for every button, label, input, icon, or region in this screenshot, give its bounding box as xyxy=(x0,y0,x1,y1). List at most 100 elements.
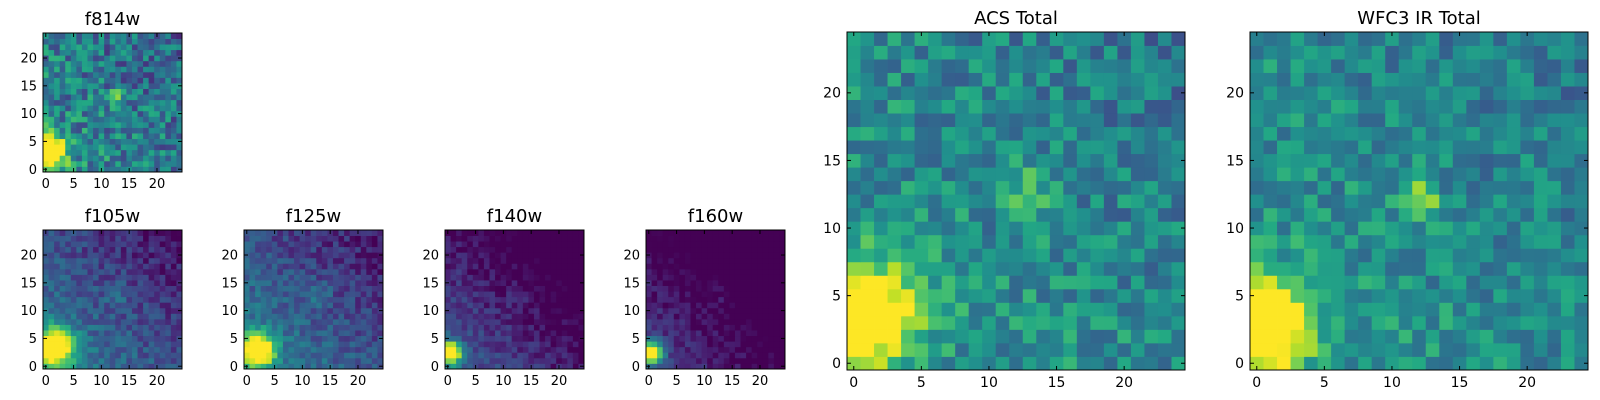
heatmap-cell xyxy=(148,33,155,39)
heatmap-cell xyxy=(901,153,915,168)
heatmap-cell xyxy=(310,352,317,359)
heatmap-cell xyxy=(104,121,111,128)
heatmap-cell xyxy=(344,274,351,281)
heatmap-cell xyxy=(271,352,278,359)
heatmap-cell xyxy=(54,274,61,281)
heatmap-cell xyxy=(87,121,94,128)
heatmap-cell xyxy=(1049,288,1064,303)
heatmap-cell xyxy=(1290,234,1305,249)
heatmap-cell xyxy=(338,357,345,364)
heatmap-cell xyxy=(349,363,356,370)
x-tick-label: 10 xyxy=(93,177,110,192)
heatmap-cell xyxy=(995,59,1010,73)
heatmap-cell xyxy=(762,307,769,314)
heatmap-cell xyxy=(1130,153,1145,168)
heatmap-cell xyxy=(1009,32,1024,46)
heatmap-cell xyxy=(847,356,861,371)
heatmap-cell xyxy=(371,291,378,298)
heatmap-cell xyxy=(1331,302,1346,317)
heatmap-cell xyxy=(1250,248,1264,263)
heatmap-cell xyxy=(332,235,339,242)
heatmap-cell xyxy=(137,285,144,292)
heatmap-cell xyxy=(1574,207,1589,222)
heatmap-cell xyxy=(506,346,513,353)
heatmap-cell xyxy=(561,241,568,248)
heatmap-cell xyxy=(266,235,273,242)
heatmap-cell xyxy=(271,285,278,292)
heatmap-cell xyxy=(1385,126,1400,141)
heatmap-cell xyxy=(450,341,457,348)
heatmap-cell xyxy=(751,230,758,236)
heatmap-cell xyxy=(1250,207,1264,222)
heatmap-cell xyxy=(143,324,150,331)
heatmap-cell xyxy=(70,274,77,281)
heatmap-cell xyxy=(874,275,888,290)
heatmap-cell xyxy=(54,44,61,51)
heatmap-cell xyxy=(1479,234,1494,249)
heatmap-cell xyxy=(847,221,861,236)
heatmap-cell xyxy=(1493,248,1508,263)
heatmap-cell xyxy=(159,60,166,67)
heatmap-cell xyxy=(1157,59,1172,73)
heatmap-cell xyxy=(511,285,518,292)
heatmap-cell xyxy=(995,207,1010,222)
heatmap-cell xyxy=(556,357,563,364)
heatmap-cell xyxy=(1358,113,1373,128)
heatmap-cell xyxy=(1103,32,1118,46)
heatmap-cell xyxy=(1144,113,1159,128)
heatmap-cell xyxy=(338,235,345,242)
heatmap-cell xyxy=(550,296,557,303)
heatmap-cell xyxy=(1263,288,1278,303)
heatmap-cell xyxy=(657,352,664,359)
heatmap-cell xyxy=(115,335,122,342)
heatmap-cell xyxy=(578,352,585,359)
heatmap-cell xyxy=(489,291,496,298)
heatmap-cell xyxy=(1103,234,1118,249)
x-tick-label: 20 xyxy=(149,374,166,389)
panel-title: f160w xyxy=(688,206,743,227)
x-tick-label: 0 xyxy=(444,374,452,389)
heatmap-cell xyxy=(740,357,747,364)
heatmap-cell xyxy=(294,335,300,342)
heatmap-cell xyxy=(1425,113,1440,128)
heatmap-cell xyxy=(366,252,373,259)
heatmap-cell xyxy=(93,285,99,292)
heatmap-cell xyxy=(170,149,177,156)
heatmap-cell xyxy=(718,357,725,364)
heatmap-cell xyxy=(567,330,574,337)
heatmap-cell xyxy=(533,302,540,309)
heatmap-cell xyxy=(646,235,652,242)
heatmap-cell xyxy=(1117,221,1132,236)
heatmap-cell xyxy=(1344,288,1359,303)
heatmap-cell xyxy=(327,246,334,253)
heatmap-cell xyxy=(377,352,384,359)
heatmap-cell xyxy=(673,302,680,309)
heatmap-cell xyxy=(366,230,373,236)
heatmap-cell xyxy=(556,296,563,303)
heatmap-cell xyxy=(143,144,150,151)
heatmap-cell xyxy=(982,113,997,128)
heatmap-cell xyxy=(1144,221,1159,236)
heatmap-cell xyxy=(1493,72,1508,87)
heatmap-cell xyxy=(159,144,166,151)
heatmap-cell xyxy=(1466,221,1481,236)
heatmap-cell xyxy=(59,230,66,236)
heatmap-cell xyxy=(1398,167,1413,182)
heatmap-cell xyxy=(360,230,367,236)
heatmap-cell xyxy=(43,296,49,303)
heatmap-cell xyxy=(673,330,680,337)
heatmap-cell xyxy=(131,71,138,78)
heatmap-cell xyxy=(1425,248,1440,263)
heatmap-cell xyxy=(321,246,328,253)
heatmap-cell xyxy=(1277,329,1291,344)
heatmap-cell xyxy=(59,268,66,275)
heatmap-cell xyxy=(104,149,111,156)
heatmap-cell xyxy=(1425,59,1440,73)
heatmap-cell xyxy=(98,149,105,156)
heatmap-cell xyxy=(294,291,300,298)
heatmap-cell xyxy=(696,246,702,253)
heatmap-cell xyxy=(154,268,161,275)
heatmap-cell xyxy=(104,33,111,39)
heatmap-cell xyxy=(511,280,518,286)
heatmap-cell xyxy=(572,241,579,248)
